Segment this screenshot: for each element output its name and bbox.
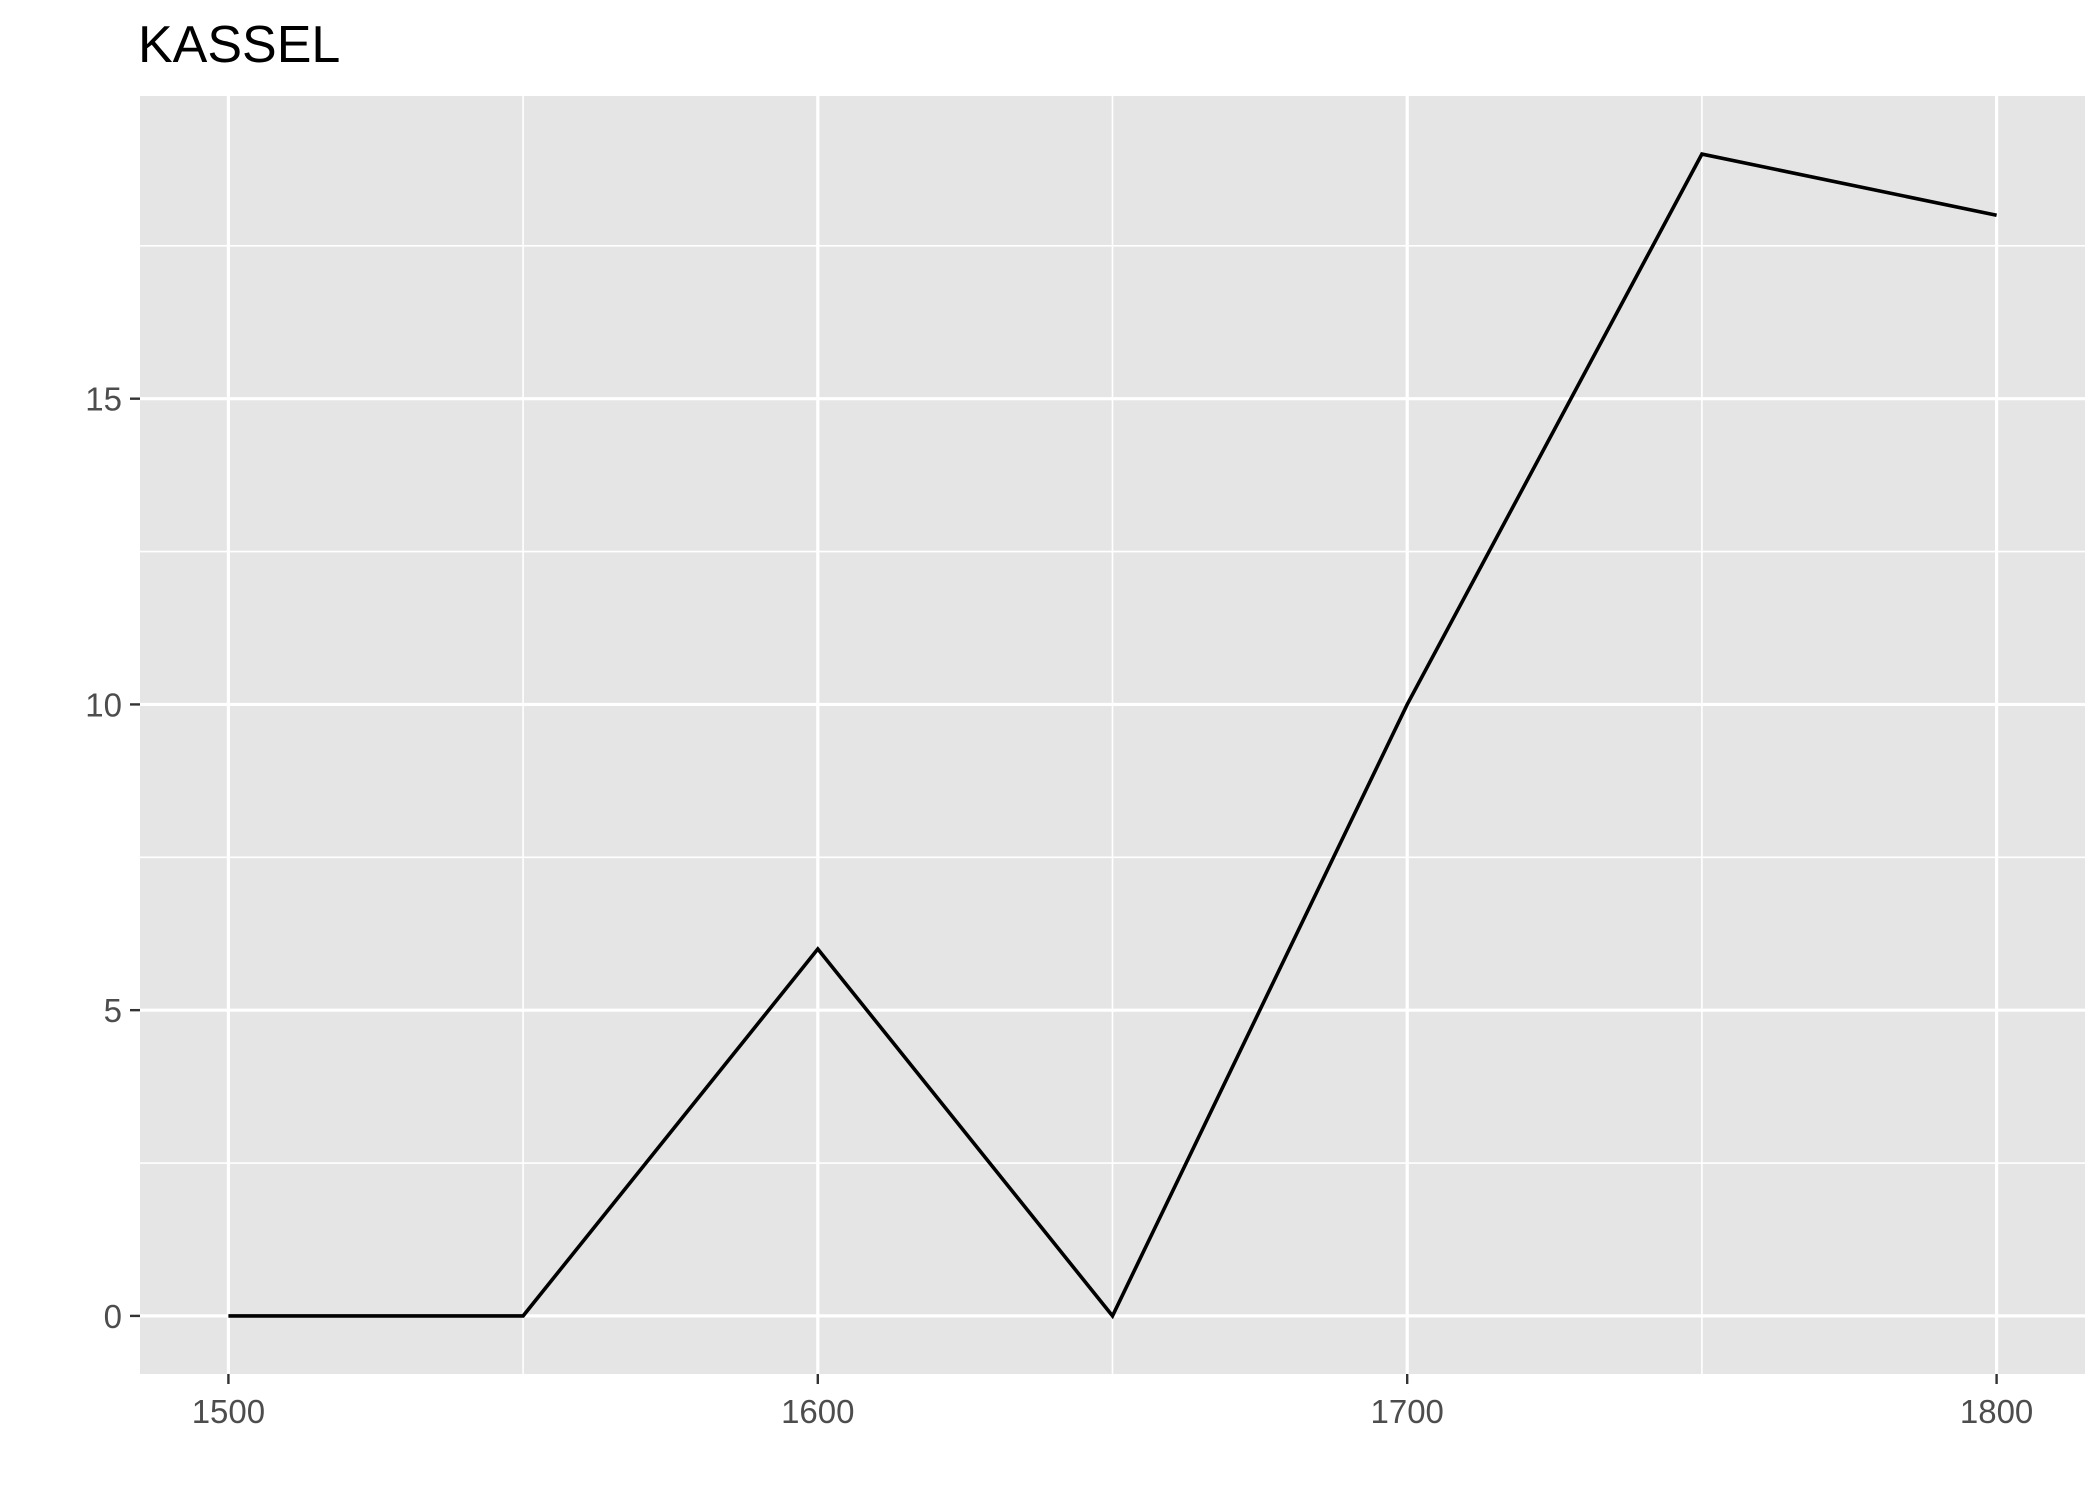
y-tick-label: 10 bbox=[85, 686, 122, 723]
y-tick-label: 15 bbox=[85, 381, 122, 418]
chart-title: KASSEL bbox=[138, 16, 340, 74]
y-tick-label: 0 bbox=[104, 1298, 122, 1335]
x-tick-label: 1700 bbox=[1370, 1393, 1443, 1430]
x-tick-label: 1500 bbox=[192, 1393, 265, 1430]
x-tick-label: 1600 bbox=[781, 1393, 854, 1430]
x-tick-label: 1800 bbox=[1960, 1393, 2033, 1430]
y-tick-label: 5 bbox=[104, 992, 122, 1029]
